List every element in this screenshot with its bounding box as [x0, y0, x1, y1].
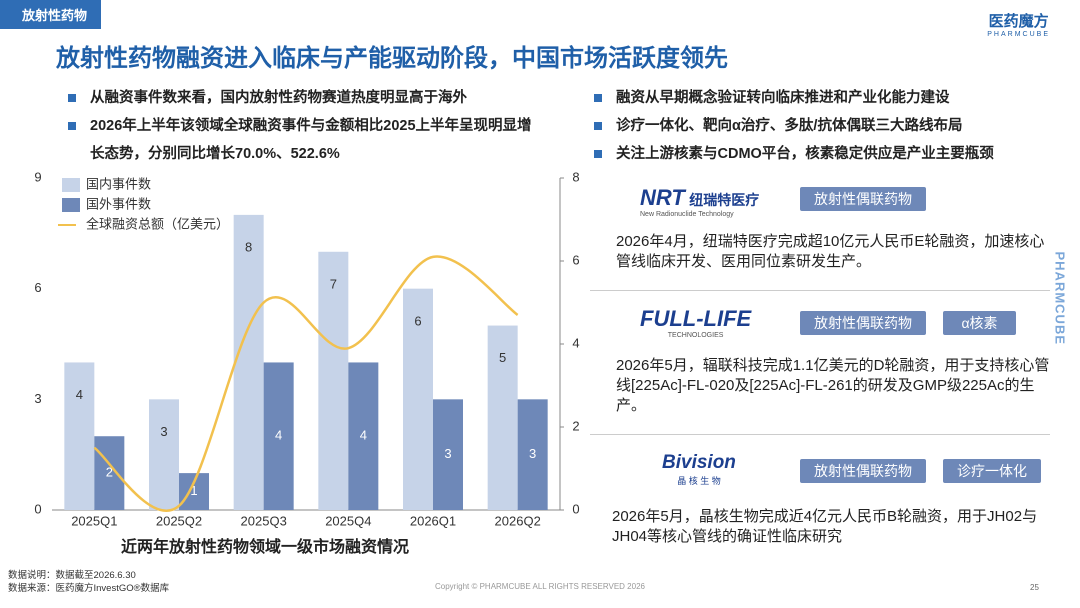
footer-note: 数据说明：数据截至2026.6.30 [8, 570, 136, 581]
bar-label: 5 [499, 350, 506, 365]
y-tick-label: 9 [34, 169, 41, 184]
bar [348, 362, 379, 510]
bullet: 2026年上半年该领域全球融资事件与金额相比2025上半年呈现明显增长态势，分别… [66, 112, 536, 168]
x-tick-label: 2025Q2 [156, 513, 202, 528]
y2-tick-label: 6 [572, 252, 579, 267]
slide-title: 放射性药物融资进入临床与产能驱动阶段，中国市场活跃度领先 [56, 45, 728, 72]
deal-text: 2026年5月，晶核生物完成近4亿元人民币B轮融资，用于JH02与JH04等核心… [612, 508, 1038, 545]
deal-logo: FULL-LIFE [640, 306, 752, 331]
section-tag: 放射性药物 [0, 0, 102, 29]
legend-label: 国内事件数 [86, 176, 151, 191]
deal-logo: NRT [640, 185, 685, 210]
x-tick-label: 2026Q2 [495, 513, 541, 528]
legend-label: 全球融资总额（亿美元） [86, 216, 229, 231]
bar-label: 3 [160, 424, 167, 439]
page-number: 25 [1030, 583, 1039, 592]
bar [233, 214, 264, 510]
logo: 医药魔方 PHARMCUBE [987, 10, 1050, 38]
deal-logo-sub: TECHNOLOGIES [667, 332, 724, 339]
y2-tick-label: 0 [572, 501, 579, 516]
chart: 近两年放射性药物领域一级市场融资情况 0 3 6 9 0 2 4 6 8 4 3 8 7 6 5 2 1 4 4 3 3… [34, 169, 579, 556]
copyright: Copyright © PHARMCUBE ALL RIGHTS RESERVE… [435, 582, 645, 591]
x-tick-label: 2025Q1 [71, 513, 117, 528]
bar [517, 399, 548, 510]
y-tick-label: 3 [34, 391, 41, 406]
bar [94, 436, 125, 510]
bullet: 融资从早期概念验证转向临床推进和产业化能力建设 [592, 84, 1062, 112]
y-tick-label: 0 [34, 501, 41, 516]
deal-logo-sub: New Radionuclide Technology [640, 211, 734, 218]
divider [590, 290, 1050, 291]
bar [64, 362, 95, 510]
bar-label: 4 [275, 428, 282, 443]
deal-logo: Bivision [662, 452, 736, 473]
bar-label: 3 [529, 446, 536, 461]
deal-tag: α核素 [943, 311, 1016, 335]
divider [590, 434, 1050, 435]
bar-label: 1 [190, 483, 197, 498]
bar-label: 4 [360, 428, 367, 443]
deal-tag: 诊疗一体化 [943, 459, 1041, 483]
bar [318, 251, 349, 510]
footer-note: 数据来源：医药魔方InvestGO®数据库 [8, 583, 170, 594]
deal-logo-sub: 晶 核 生 物 [677, 476, 721, 486]
deal-tag: 放射性偶联药物 [800, 311, 926, 335]
x-tick-label: 2026Q1 [410, 513, 456, 528]
deal-text: 2026年4月，纽瑞特医疗完成超10亿元人民币E轮融资，加速核心管线临床开发、医… [616, 233, 1045, 270]
line [93, 255, 519, 512]
bar [263, 362, 294, 510]
bullet: 从融资事件数来看，国内放射性药物赛道热度明显高于海外 [66, 84, 536, 112]
bar-label: 2 [106, 465, 113, 480]
logo-text: 医药魔方 [988, 13, 1049, 30]
chart-caption: 近两年放射性药物领域一级市场融资情况 [121, 537, 409, 556]
logo-sub: PHARMCUBE [987, 31, 1050, 38]
bar-label: 3 [444, 446, 451, 461]
y2-tick-label: 2 [572, 418, 579, 433]
bar-label: 4 [76, 387, 83, 402]
bar [433, 399, 463, 510]
bullet: 关注上游核素与CDMO平台，核素稳定供应是产业主要瓶颈 [592, 140, 1062, 168]
legend-swatch [62, 198, 80, 212]
deal-tag: 放射性偶联药物 [800, 459, 926, 483]
bullet: 诊疗一体化、靶向α治疗、多肽/抗体偶联三大路线布局 [592, 112, 1062, 140]
side-label: PHARMCUBE [1052, 251, 1068, 346]
legend-label: 国外事件数 [86, 196, 151, 211]
x-tick-label: 2025Q4 [325, 513, 371, 528]
y-tick-label: 6 [34, 280, 41, 295]
deal-logo-name: 纽瑞特医疗 [689, 192, 760, 208]
legend-swatch [62, 178, 80, 192]
bar [149, 399, 179, 510]
y2-tick-label: 4 [572, 335, 579, 350]
deal-text: 2026年5月，辐联科技完成1.1亿美元的D轮融资，用于支持核心管线[225Ac… [616, 357, 1050, 414]
bar-label: 8 [245, 240, 252, 255]
bar [487, 325, 518, 510]
deal-tag: 放射性偶联药物 [800, 187, 926, 211]
bar [403, 288, 433, 510]
x-tick-label: 2025Q3 [241, 513, 287, 528]
y2-tick-label: 8 [572, 169, 579, 184]
bar-label: 6 [414, 313, 421, 328]
bar-label: 7 [330, 276, 337, 291]
